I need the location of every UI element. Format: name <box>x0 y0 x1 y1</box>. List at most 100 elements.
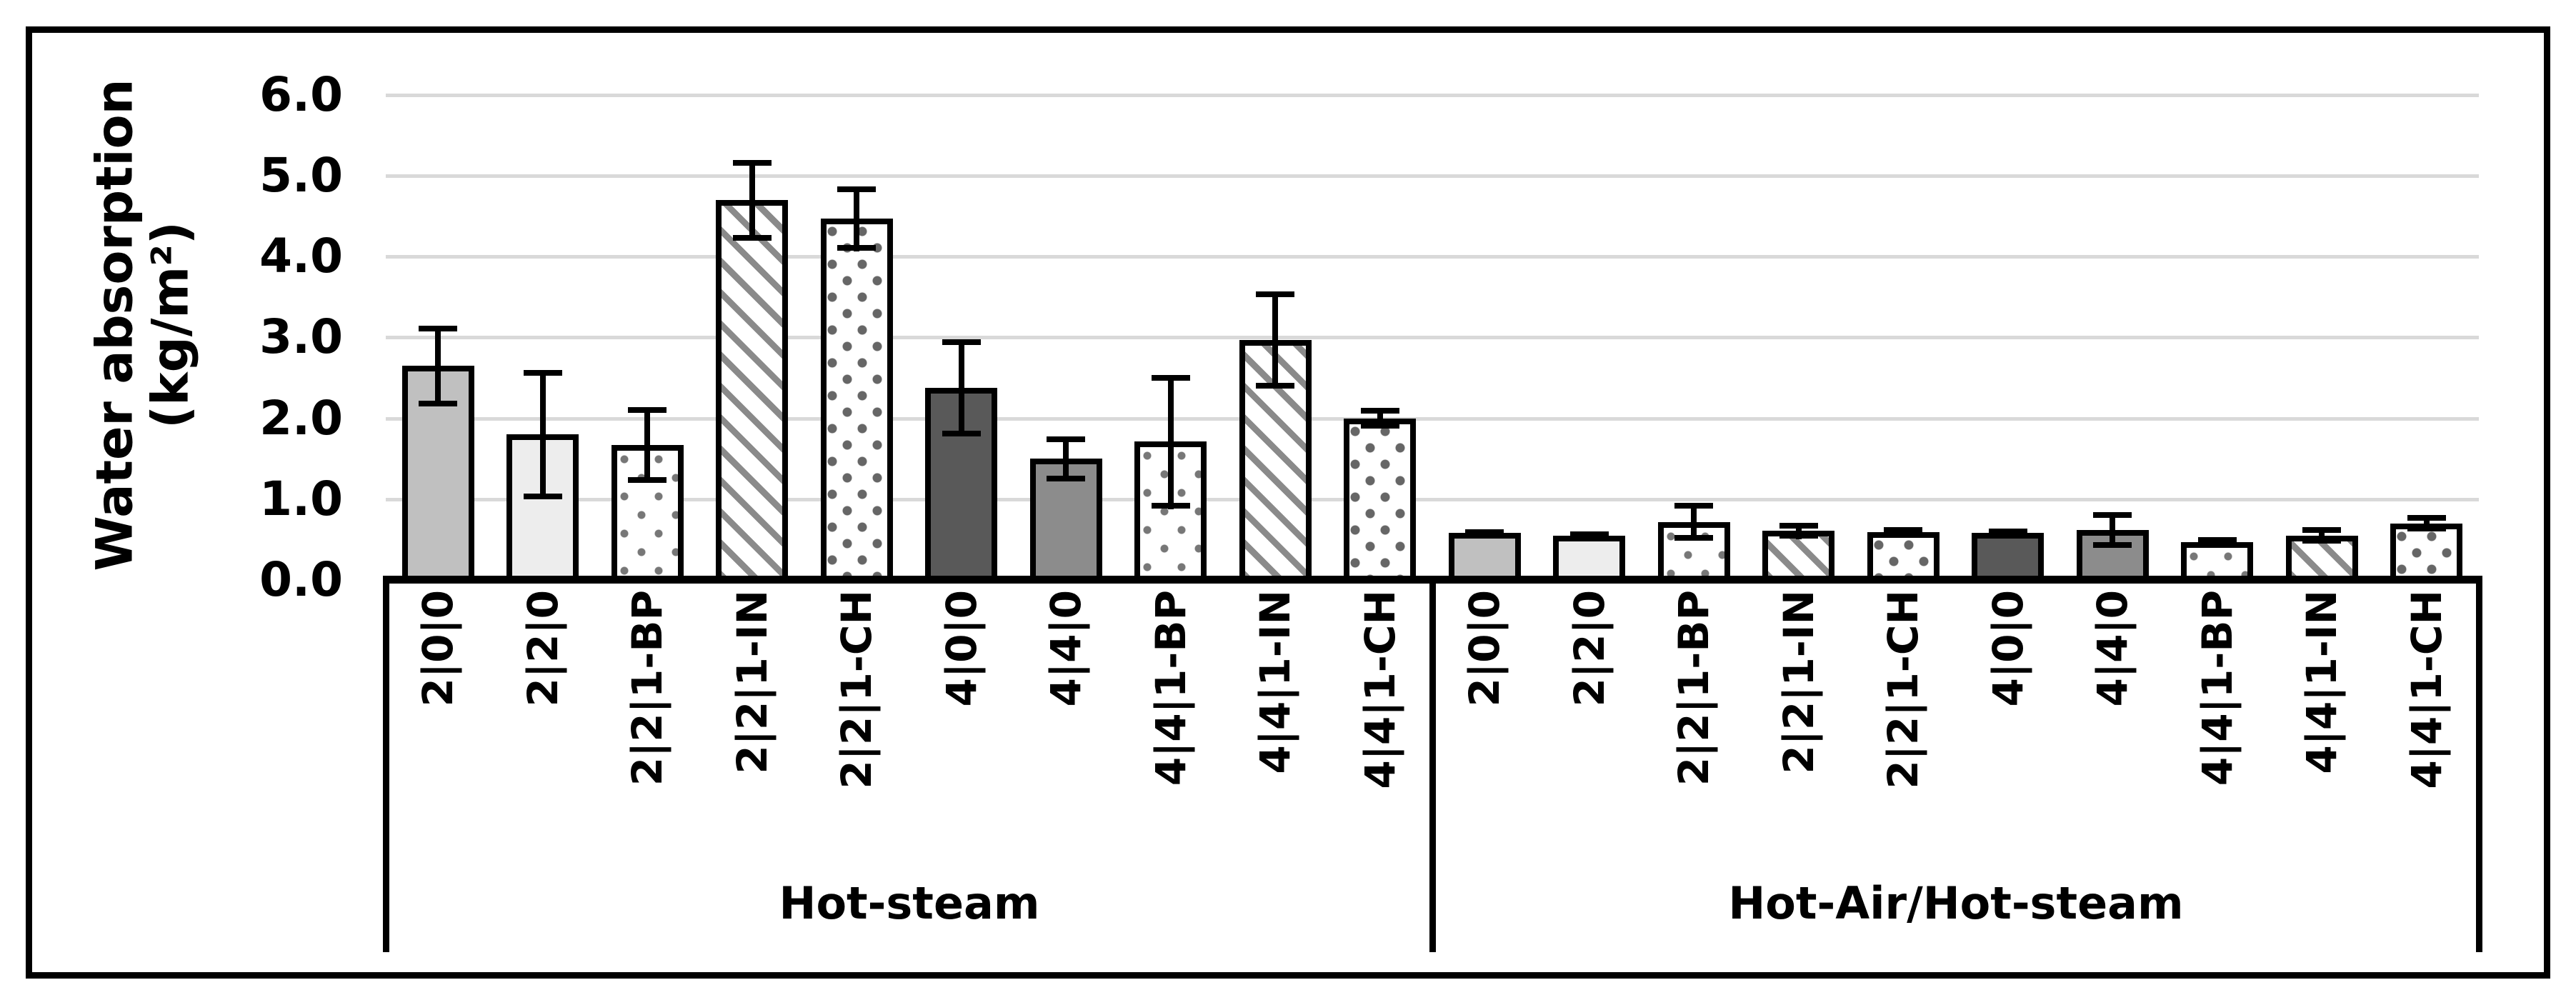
error-bar-cap-top <box>1361 408 1399 414</box>
error-bar-cap-top <box>1152 375 1190 381</box>
x-axis-tick-label: 4|4|1-BP <box>1147 590 1195 786</box>
bar-4|4|1-CH <box>2390 524 2462 580</box>
error-bar-cap-bottom <box>942 431 981 436</box>
x-axis-tick-label: 2|2|1-CH <box>832 590 881 789</box>
bar-2|2|0 <box>1553 536 1625 580</box>
bar-2|2|1-CH <box>1867 532 1940 580</box>
error-bar-cap-top <box>733 160 772 166</box>
category-group-divider <box>1429 576 1436 952</box>
x-axis-tick-label: 2|2|1-IN <box>1774 590 1823 774</box>
error-bar-cap-top <box>1047 436 1085 442</box>
x-axis-tick-label: 2|2|1-CH <box>1879 590 1927 789</box>
error-bar-cap-bottom <box>2198 541 2237 547</box>
x-axis-tick-label: 2|2|0 <box>519 590 567 707</box>
error-bar-cap-bottom <box>1256 383 1294 389</box>
error-bar-cap-bottom <box>524 494 562 499</box>
error-bar-cap-bottom <box>1361 423 1399 429</box>
x-axis-tick-label: 4|4|1-CH <box>2402 590 2451 789</box>
category-group-divider <box>2476 576 2482 952</box>
error-bar-cap-top <box>2302 527 2341 533</box>
y-axis-title: Water absorption (kg/m²) <box>85 79 200 571</box>
gridline <box>386 93 2479 97</box>
error-bar-cap-bottom <box>1465 531 1504 537</box>
error-bar-cap-top <box>1884 527 1922 533</box>
bar-4|4|1-BP <box>2181 542 2253 580</box>
error-bar-cap-bottom <box>733 235 772 241</box>
error-bar-stem <box>2424 515 2430 531</box>
y-axis-tick-label: 1.0 <box>259 471 343 526</box>
x-axis-tick-label: 4|0|0 <box>1984 590 2032 707</box>
y-axis-title-line1: Water absorption <box>85 79 144 571</box>
category-group-divider <box>383 576 389 952</box>
error-bar-cap-top <box>2407 515 2446 521</box>
y-axis-title-line2: (kg/m²) <box>141 221 200 429</box>
y-axis-tick-label: 3.0 <box>259 309 343 365</box>
error-bar-cap-top <box>837 186 876 192</box>
bar-2|2|1-BP <box>611 445 684 580</box>
x-axis-tick-label: 4|4|1-IN <box>2297 590 2346 774</box>
y-axis-tick-label: 5.0 <box>259 148 343 204</box>
error-bar-stem <box>1168 375 1174 509</box>
gridline <box>386 255 2479 259</box>
error-bar-cap-bottom <box>1884 531 1922 537</box>
error-bar-stem <box>2110 512 2115 548</box>
x-axis-tick-label: 4|4|1-IN <box>1251 590 1299 774</box>
error-bar-stem <box>959 339 964 436</box>
error-bar-stem <box>2319 527 2325 544</box>
x-axis-tick-label: 2|2|1-IN <box>728 590 777 774</box>
gridline <box>386 336 2479 340</box>
y-axis-tick-label: 2.0 <box>259 390 343 446</box>
y-axis-tick-label: 4.0 <box>259 229 343 284</box>
error-bar-cap-bottom <box>1570 534 1609 539</box>
bar-4|4|1-CH <box>1344 419 1416 580</box>
error-bar-cap-bottom <box>837 245 876 251</box>
error-bar-cap-top <box>524 370 562 376</box>
error-bar-cap-top <box>2093 512 2132 518</box>
error-bar-cap-top <box>1674 503 1713 509</box>
x-axis-tick-label: 4|4|0 <box>2088 590 2137 707</box>
error-bar-cap-bottom <box>419 401 457 406</box>
error-bar-stem <box>1272 291 1278 389</box>
bar-2|2|1-IN <box>716 200 788 580</box>
error-bar-cap-bottom <box>628 477 667 483</box>
error-bar-cap-bottom <box>1989 532 2027 538</box>
error-bar-stem <box>540 370 546 499</box>
x-axis-tick-label: 4|4|1-BP <box>2193 590 2242 786</box>
bar-4|0|0 <box>1972 533 2044 580</box>
error-bar-stem <box>435 326 441 406</box>
error-bar-cap-bottom <box>1047 476 1085 481</box>
bar-2|0|0 <box>1449 533 1521 580</box>
error-bar-cap-top <box>2198 537 2237 543</box>
error-bar-stem <box>644 407 650 483</box>
x-axis-tick-label: 4|0|0 <box>937 590 986 707</box>
gridline <box>386 416 2479 421</box>
x-axis-tick-label: 2|0|0 <box>1460 590 1509 707</box>
bar-2|2|1-CH <box>821 219 893 580</box>
error-bar-cap-top <box>942 339 981 345</box>
y-axis-tick-label: 0.0 <box>259 552 343 607</box>
error-bar-cap-top <box>628 407 667 413</box>
x-axis-tick-label: 2|0|0 <box>414 590 462 707</box>
error-bar-cap-bottom <box>2302 538 2341 544</box>
gridline <box>386 174 2479 179</box>
x-axis-tick-label: 4|4|0 <box>1042 590 1090 707</box>
error-bar-stem <box>854 186 859 251</box>
x-axis-tick-label: 2|2|1-BP <box>623 590 672 786</box>
x-axis-tick-label: 2|2|1-BP <box>1669 590 1718 786</box>
error-bar-cap-top <box>1256 291 1294 297</box>
x-axis-tick-label: 2|2|0 <box>1565 590 1614 707</box>
bar-4|4|1-IN <box>1239 340 1312 580</box>
error-bar-stem <box>749 160 755 241</box>
chart-border <box>26 26 2550 979</box>
error-bar-cap-bottom <box>1152 503 1190 509</box>
error-bar-stem <box>1796 523 1802 539</box>
group-label: Hot-steam <box>779 877 1040 929</box>
error-bar-stem <box>1377 408 1383 429</box>
error-bar-cap-top <box>1989 529 2027 534</box>
error-bar-cap-bottom <box>1779 533 1818 539</box>
group-label: Hot-Air/Hot-steam <box>1728 877 2184 929</box>
x-axis-tick-label: 4|4|1-CH <box>1356 590 1404 789</box>
error-bar-cap-top <box>1779 523 1818 529</box>
gridline <box>386 497 2479 501</box>
